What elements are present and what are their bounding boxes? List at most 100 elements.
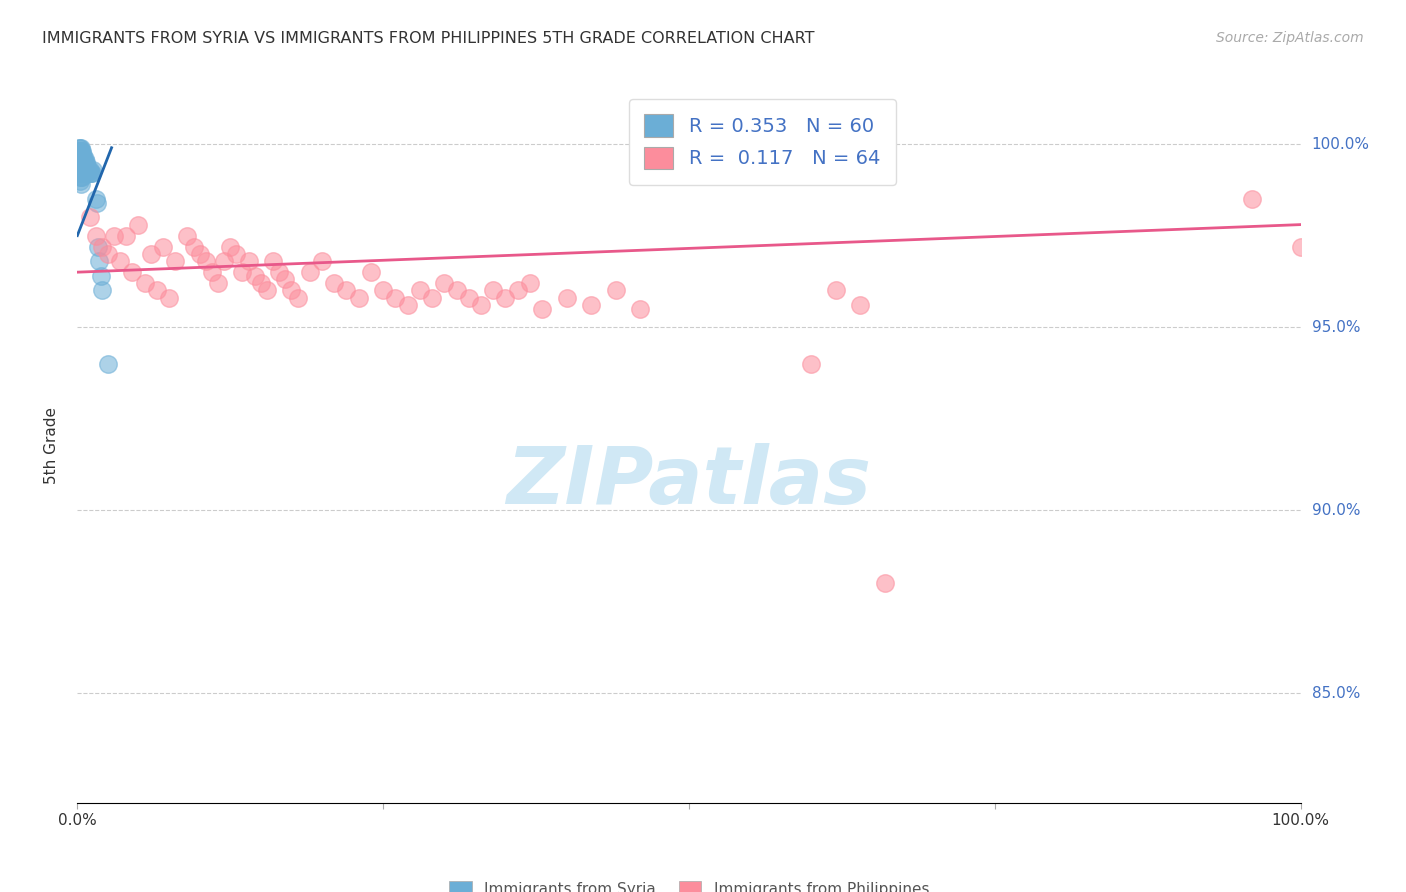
- Point: [70, 148, 93, 162]
- Point: [69, 174, 91, 188]
- Point: [67, 148, 90, 162]
- Point: [72, 155, 94, 169]
- Point: [146, 284, 169, 298]
- Point: [127, 218, 149, 232]
- Point: [70, 148, 93, 162]
- Point: [75, 155, 97, 169]
- Point: [311, 254, 333, 268]
- Point: [1240, 192, 1263, 206]
- Text: 100.0%: 100.0%: [1312, 136, 1369, 152]
- Point: [457, 291, 479, 305]
- Point: [531, 301, 554, 316]
- Point: [176, 228, 198, 243]
- Point: [70, 169, 93, 184]
- Point: [70, 159, 93, 173]
- Point: [849, 298, 872, 312]
- Point: [69, 169, 91, 184]
- Point: [409, 284, 432, 298]
- Point: [90, 268, 112, 283]
- Point: [70, 166, 93, 180]
- Point: [70, 141, 93, 155]
- Point: [70, 169, 93, 184]
- Point: [212, 254, 235, 268]
- Point: [243, 268, 266, 283]
- Point: [69, 155, 91, 169]
- Point: [274, 272, 297, 286]
- Point: [79, 211, 101, 225]
- Point: [75, 159, 97, 173]
- Point: [165, 254, 187, 268]
- Point: [482, 284, 505, 298]
- Point: [73, 162, 96, 177]
- Point: [298, 265, 321, 279]
- Point: [69, 166, 91, 180]
- Point: [335, 284, 357, 298]
- Point: [219, 239, 242, 253]
- Point: [250, 276, 273, 290]
- Point: [323, 276, 346, 290]
- Point: [76, 166, 98, 180]
- Point: [90, 284, 112, 298]
- Point: [121, 265, 143, 279]
- Point: [77, 162, 100, 177]
- Point: [72, 148, 94, 162]
- Point: [108, 254, 131, 268]
- Point: [201, 265, 224, 279]
- Point: [495, 291, 517, 305]
- Text: 90.0%: 90.0%: [1312, 502, 1360, 517]
- Point: [79, 162, 101, 177]
- Point: [69, 152, 91, 166]
- Point: [396, 298, 419, 312]
- Point: [87, 239, 110, 253]
- Point: [69, 159, 91, 173]
- Point: [82, 162, 104, 177]
- Text: IMMIGRANTS FROM SYRIA VS IMMIGRANTS FROM PHILIPPINES 5TH GRADE CORRELATION CHART: IMMIGRANTS FROM SYRIA VS IMMIGRANTS FROM…: [42, 31, 814, 46]
- Point: [70, 159, 93, 173]
- Point: [70, 162, 93, 177]
- Point: [103, 228, 125, 243]
- Point: [800, 357, 823, 371]
- Point: [371, 284, 394, 298]
- Point: [70, 152, 93, 166]
- Point: [555, 291, 578, 305]
- Point: [207, 276, 229, 290]
- Point: [80, 166, 103, 180]
- Point: [97, 247, 120, 261]
- Point: [470, 298, 492, 312]
- Point: [70, 155, 93, 169]
- Point: [579, 298, 602, 312]
- Point: [287, 291, 309, 305]
- Point: [506, 284, 529, 298]
- Point: [519, 276, 541, 290]
- Point: [347, 291, 370, 305]
- Point: [194, 254, 217, 268]
- Point: [873, 576, 896, 591]
- Point: [97, 357, 120, 371]
- Point: [157, 291, 180, 305]
- Point: [75, 162, 97, 177]
- Point: [238, 254, 260, 268]
- Text: 85.0%: 85.0%: [1312, 686, 1360, 700]
- Legend: Immigrants from Syria, Immigrants from Philippines: Immigrants from Syria, Immigrants from P…: [443, 875, 935, 892]
- Point: [70, 145, 93, 159]
- Point: [231, 265, 253, 279]
- Point: [90, 239, 112, 253]
- Point: [134, 276, 156, 290]
- Point: [280, 284, 302, 298]
- Point: [84, 228, 107, 243]
- Text: ZIPatlas: ZIPatlas: [506, 442, 872, 521]
- Point: [139, 247, 162, 261]
- Point: [69, 148, 91, 162]
- Point: [67, 145, 90, 159]
- Point: [70, 145, 93, 159]
- Point: [67, 141, 90, 155]
- Point: [262, 254, 284, 268]
- Point: [84, 192, 107, 206]
- Point: [69, 162, 91, 177]
- Point: [69, 141, 91, 155]
- Text: 95.0%: 95.0%: [1312, 319, 1360, 334]
- Point: [73, 159, 96, 173]
- Point: [80, 166, 103, 180]
- Point: [360, 265, 382, 279]
- Point: [824, 284, 846, 298]
